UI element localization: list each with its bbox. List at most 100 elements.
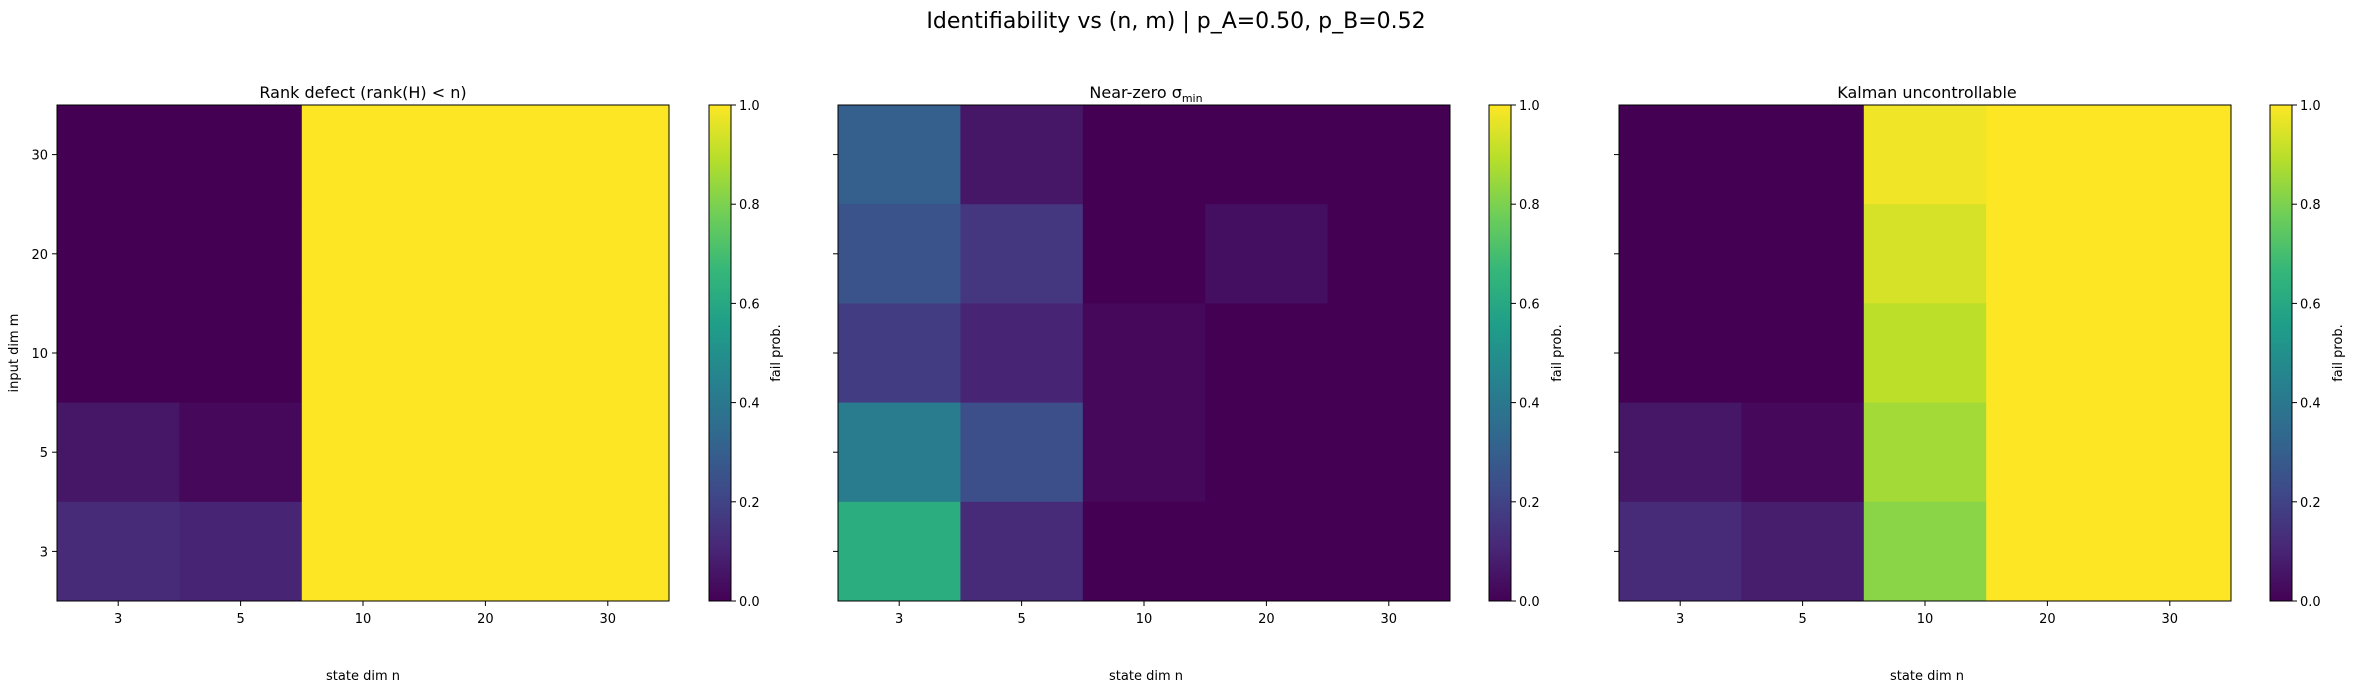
- figure-title: Identifiability vs (n, m) | p_A=0.50, p_…: [926, 9, 1425, 34]
- heatmap-cell: [1741, 402, 1865, 503]
- heatmap-cell: [1082, 204, 1206, 304]
- x-tick-label: 30: [2162, 612, 2179, 627]
- colorbar-tick-label: 0.4: [1519, 397, 1540, 412]
- heatmap-cell: [1619, 204, 1742, 304]
- colorbar-tick-label: 0.6: [739, 297, 760, 312]
- colorbar-tick-label: 0.0: [739, 595, 760, 610]
- heatmap-cell: [1741, 204, 1865, 304]
- heatmap-cell: [1082, 105, 1206, 205]
- heatmap-cell: [57, 303, 180, 404]
- panel-1-title: Rank defect (rank(H) < n): [259, 83, 466, 102]
- x-tick-label: 20: [1258, 612, 1275, 627]
- heatmap-cell: [424, 501, 548, 602]
- heatmap-cell: [1619, 501, 1742, 602]
- colorbar-tick-label: 0.8: [2300, 198, 2321, 213]
- panel-1-ylabel: input dim m: [7, 314, 22, 393]
- heatmap-cell: [1986, 501, 2110, 602]
- heatmap-cell: [2108, 501, 2232, 602]
- heatmap-cell: [1082, 402, 1206, 503]
- panel-2-xlabel: state dim n: [1109, 669, 1183, 684]
- heatmap-cell: [1082, 303, 1206, 404]
- colorbar-tick-label: 0.6: [1519, 297, 1540, 312]
- panel-3-colorbar-label: fail prob.: [2331, 324, 2346, 382]
- heatmap-cell: [1205, 303, 1329, 404]
- heatmap-cell: [424, 402, 548, 503]
- heatmap-cell: [179, 105, 303, 205]
- colorbar-gradient: [1488, 104, 1512, 602]
- panel-3-xlabel: state dim n: [1890, 669, 1964, 684]
- panel-2-colorbar: 0.0 0.2 0.4 0.6 0.8 1.0: [1488, 99, 1540, 610]
- panel-3-colorbar: 0.0 0.2 0.4 0.6 0.8 1.0: [2269, 99, 2321, 610]
- heatmap-cell: [1327, 501, 1451, 602]
- heatmap-cell: [301, 501, 425, 602]
- heatmap-cell: [301, 105, 425, 205]
- heatmap-cell: [424, 204, 548, 304]
- x-tick-label: 20: [477, 612, 494, 627]
- heatmap-cell: [1327, 204, 1451, 304]
- x-tick-label: 5: [1798, 612, 1806, 627]
- heatmap-cell: [960, 501, 1084, 602]
- colorbar-tick-label: 1.0: [739, 99, 760, 114]
- heatmap-cell: [1205, 105, 1329, 205]
- heatmap-cell: [1741, 303, 1865, 404]
- heatmap-cell: [1863, 501, 1987, 602]
- x-tick-label: 3: [895, 612, 903, 627]
- heatmap-cell: [179, 204, 303, 304]
- heatmap-cell: [960, 105, 1084, 205]
- heatmap-cell: [424, 105, 548, 205]
- panel-2-title: Near-zero σmin: [1089, 83, 1202, 105]
- panel-1-colorbar-label: fail prob.: [769, 324, 784, 382]
- heatmap-cell: [838, 303, 961, 404]
- heatmap-cell: [838, 105, 961, 205]
- heatmap-cell: [1986, 204, 2110, 304]
- y-tick-label: 30: [31, 149, 48, 164]
- x-tick-label: 5: [236, 612, 244, 627]
- heatmap-cell: [1619, 303, 1742, 404]
- heatmap-cell: [1327, 105, 1451, 205]
- heatmap-cell: [2108, 204, 2232, 304]
- heatmap-cell: [1863, 105, 1987, 205]
- heatmap-cell: [301, 204, 425, 304]
- heatmap-cell: [546, 402, 670, 503]
- heatmap-cell: [57, 204, 180, 304]
- heatmap-cell: [179, 303, 303, 404]
- y-tick-label: 5: [40, 446, 48, 461]
- heatmap-cell: [57, 105, 180, 205]
- heatmap-cell: [838, 501, 961, 602]
- panel-1-heatmap: 3 5 10 20 30 30 20 10 5 3: [31, 104, 670, 627]
- heatmap-cell: [1863, 204, 1987, 304]
- heatmap-cell: [960, 204, 1084, 304]
- colorbar-tick-label: 0.8: [1519, 198, 1540, 213]
- heatmap-cell: [546, 501, 670, 602]
- panel-3-title: Kalman uncontrollable: [1837, 83, 2017, 102]
- heatmap-cell: [2108, 105, 2232, 205]
- heatmap-cell: [1327, 402, 1451, 503]
- heatmap-cell: [57, 501, 180, 602]
- heatmap-cell: [301, 303, 425, 404]
- colorbar-tick-label: 0.2: [2300, 496, 2321, 511]
- heatmap-cell: [546, 303, 670, 404]
- heatmap-cell: [1741, 105, 1865, 205]
- x-tick-label: 10: [1917, 612, 1934, 627]
- heatmap-cell: [1205, 402, 1329, 503]
- heatmap-cell: [179, 402, 303, 503]
- x-tick-label: 10: [1136, 612, 1153, 627]
- x-tick-label: 10: [355, 612, 372, 627]
- panel-1-colorbar: 0.0 0.2 0.4 0.6 0.8 1.0: [708, 99, 760, 610]
- colorbar-tick-label: 0.0: [1519, 595, 1540, 610]
- heatmap-cell: [960, 402, 1084, 503]
- heatmap-cell: [424, 303, 548, 404]
- colorbar-gradient: [708, 104, 732, 602]
- heatmap-cell: [546, 105, 670, 205]
- colorbar-tick-label: 0.4: [2300, 397, 2321, 412]
- x-tick-label: 3: [1676, 612, 1684, 627]
- panel-1-xlabel: state dim n: [326, 669, 400, 684]
- heatmap-cell: [1619, 105, 1742, 205]
- heatmap-cell: [960, 303, 1084, 404]
- colorbar-tick-label: 0.0: [2300, 595, 2321, 610]
- panel-3-heatmap: 3 5 10 20 30: [1614, 104, 2232, 627]
- heatmap-cell: [301, 402, 425, 503]
- heatmap-cell: [1986, 402, 2110, 503]
- heatmap-cell: [2108, 402, 2232, 503]
